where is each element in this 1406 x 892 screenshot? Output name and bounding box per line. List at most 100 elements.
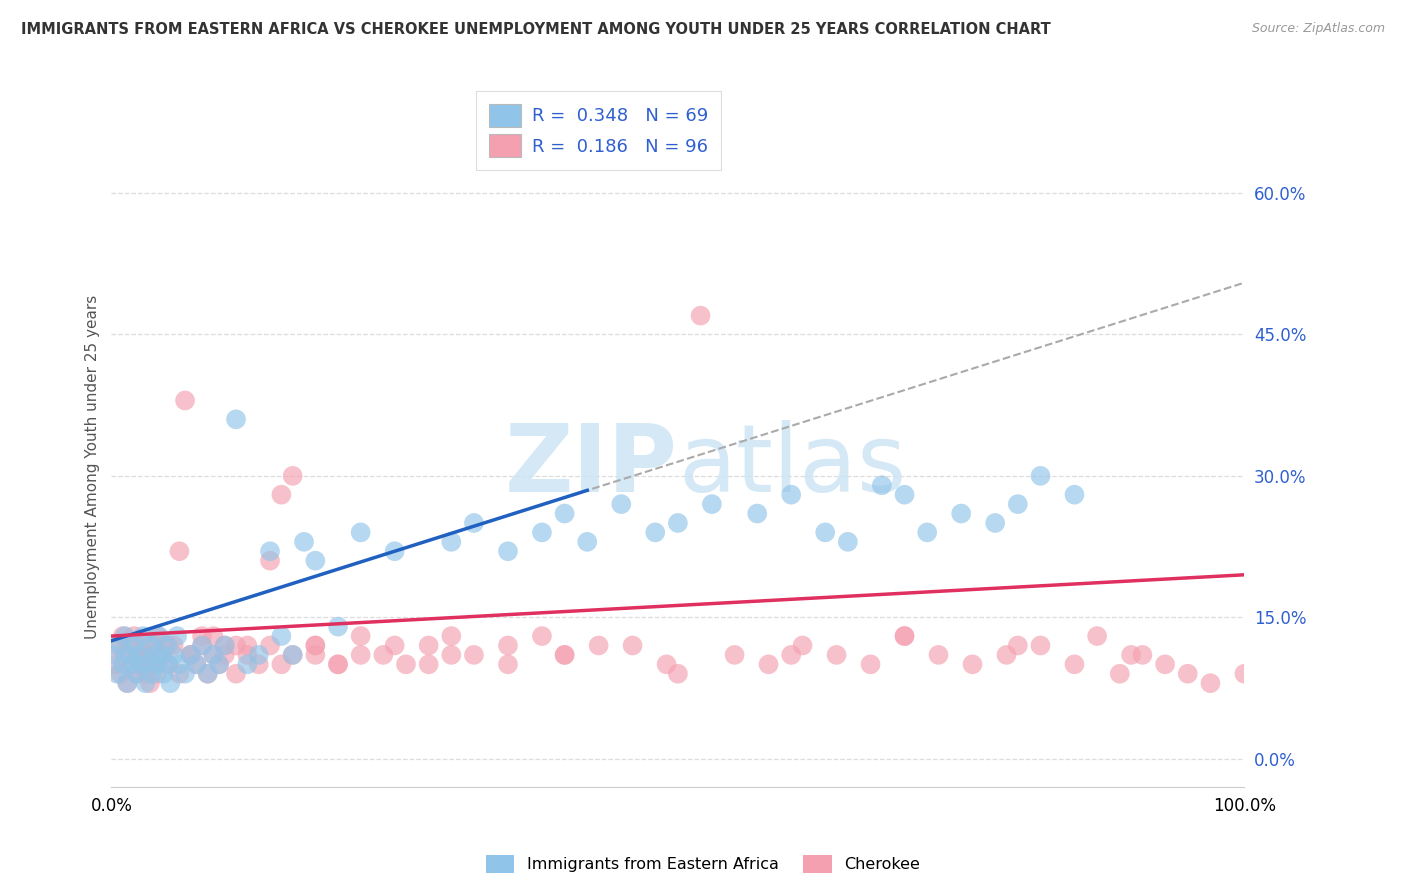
Point	[281, 468, 304, 483]
Point	[984, 516, 1007, 530]
Point	[202, 648, 225, 662]
Point	[418, 657, 440, 672]
Point	[304, 639, 326, 653]
Point	[186, 657, 208, 672]
Point	[169, 666, 191, 681]
Point	[134, 666, 156, 681]
Point	[281, 648, 304, 662]
Point	[928, 648, 950, 662]
Point	[1108, 666, 1130, 681]
Point	[157, 639, 180, 653]
Point	[128, 648, 150, 662]
Point	[1029, 639, 1052, 653]
Point	[440, 629, 463, 643]
Point	[104, 657, 127, 672]
Point	[163, 639, 186, 653]
Point	[155, 639, 177, 653]
Point	[118, 648, 141, 662]
Point	[128, 648, 150, 662]
Text: Source: ZipAtlas.com: Source: ZipAtlas.com	[1251, 22, 1385, 36]
Point	[129, 657, 152, 672]
Point	[530, 525, 553, 540]
Point	[114, 648, 136, 662]
Point	[689, 309, 711, 323]
Point	[837, 534, 859, 549]
Y-axis label: Unemployment Among Youth under 25 years: Unemployment Among Youth under 25 years	[86, 294, 100, 639]
Text: atlas: atlas	[678, 420, 905, 512]
Point	[780, 648, 803, 662]
Point	[118, 639, 141, 653]
Point	[792, 639, 814, 653]
Point	[870, 478, 893, 492]
Point	[186, 657, 208, 672]
Point	[125, 666, 148, 681]
Point	[554, 648, 576, 662]
Point	[326, 657, 349, 672]
Point	[1085, 629, 1108, 643]
Point	[225, 666, 247, 681]
Point	[281, 648, 304, 662]
Point	[384, 544, 406, 558]
Point	[197, 666, 219, 681]
Point	[814, 525, 837, 540]
Point	[723, 648, 745, 662]
Point	[1177, 666, 1199, 681]
Point	[1132, 648, 1154, 662]
Point	[780, 488, 803, 502]
Point	[915, 525, 938, 540]
Point	[384, 639, 406, 653]
Point	[621, 639, 644, 653]
Point	[496, 657, 519, 672]
Point	[304, 554, 326, 568]
Point	[236, 639, 259, 653]
Point	[666, 516, 689, 530]
Point	[117, 676, 139, 690]
Point	[463, 516, 485, 530]
Point	[259, 544, 281, 558]
Point	[496, 544, 519, 558]
Point	[139, 676, 162, 690]
Legend: Immigrants from Eastern Africa, Cherokee: Immigrants from Eastern Africa, Cherokee	[479, 848, 927, 880]
Point	[157, 657, 180, 672]
Point	[169, 657, 191, 672]
Point	[110, 639, 132, 653]
Point	[152, 666, 174, 681]
Point	[169, 544, 191, 558]
Point	[191, 639, 214, 653]
Point	[122, 639, 145, 653]
Point	[197, 666, 219, 681]
Point	[202, 629, 225, 643]
Point	[174, 666, 197, 681]
Point	[893, 629, 915, 643]
Point	[143, 648, 166, 662]
Point	[326, 657, 349, 672]
Point	[174, 393, 197, 408]
Point	[747, 507, 769, 521]
Point	[270, 657, 292, 672]
Point	[236, 657, 259, 672]
Point	[132, 639, 155, 653]
Point	[159, 676, 181, 690]
Point	[132, 629, 155, 643]
Point	[150, 648, 173, 662]
Point	[418, 639, 440, 653]
Point	[610, 497, 633, 511]
Point	[111, 657, 134, 672]
Point	[202, 648, 225, 662]
Point	[1119, 648, 1142, 662]
Point	[163, 648, 186, 662]
Point	[125, 666, 148, 681]
Point	[259, 554, 281, 568]
Point	[143, 639, 166, 653]
Point	[304, 648, 326, 662]
Point	[350, 525, 373, 540]
Point	[121, 657, 143, 672]
Point	[270, 488, 292, 502]
Point	[122, 629, 145, 643]
Point	[373, 648, 395, 662]
Point	[134, 676, 156, 690]
Point	[247, 657, 270, 672]
Point	[700, 497, 723, 511]
Text: IMMIGRANTS FROM EASTERN AFRICA VS CHEROKEE UNEMPLOYMENT AMONG YOUTH UNDER 25 YEA: IMMIGRANTS FROM EASTERN AFRICA VS CHEROK…	[21, 22, 1050, 37]
Point	[145, 666, 167, 681]
